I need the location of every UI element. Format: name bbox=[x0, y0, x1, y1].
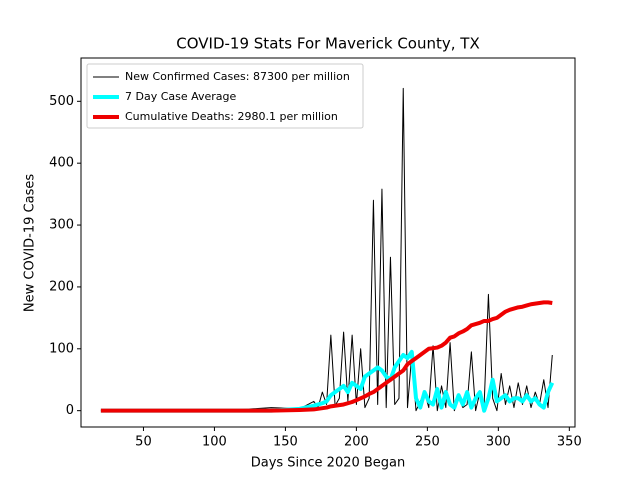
x-tick-label: 350 bbox=[557, 435, 582, 450]
series-line bbox=[100, 349, 555, 413]
x-tick-label: 200 bbox=[344, 435, 369, 450]
series-line bbox=[100, 300, 553, 413]
y-tick-label: 0 bbox=[66, 403, 74, 418]
chart-title: COVID-19 Stats For Maverick County, TX bbox=[176, 35, 479, 53]
y-tick-label: 500 bbox=[49, 94, 74, 109]
legend-box bbox=[86, 63, 364, 129]
x-tick-label: 50 bbox=[135, 435, 152, 450]
legend-label: Cumulative Deaths: 2980.1 per million bbox=[125, 110, 338, 123]
legend-label: New Confirmed Cases: 87300 per million bbox=[125, 70, 350, 83]
plot-frame bbox=[80, 57, 576, 428]
plot-area bbox=[100, 87, 555, 413]
y-tick-label: 400 bbox=[49, 156, 74, 171]
legend-label: 7 Day Case Average bbox=[125, 90, 237, 103]
y-axis-label: New COVID-19 Cases bbox=[23, 174, 38, 312]
y-tick-label: 200 bbox=[49, 279, 74, 294]
y-tick-label: 300 bbox=[49, 218, 74, 233]
x-axis-label: Days Since 2020 Began bbox=[251, 456, 406, 471]
y-tick-label: 100 bbox=[49, 341, 74, 356]
x-tick-label: 100 bbox=[202, 435, 227, 450]
x-tick-label: 150 bbox=[273, 435, 298, 450]
x-tick-label: 300 bbox=[486, 435, 511, 450]
x-tick-label: 250 bbox=[415, 435, 440, 450]
